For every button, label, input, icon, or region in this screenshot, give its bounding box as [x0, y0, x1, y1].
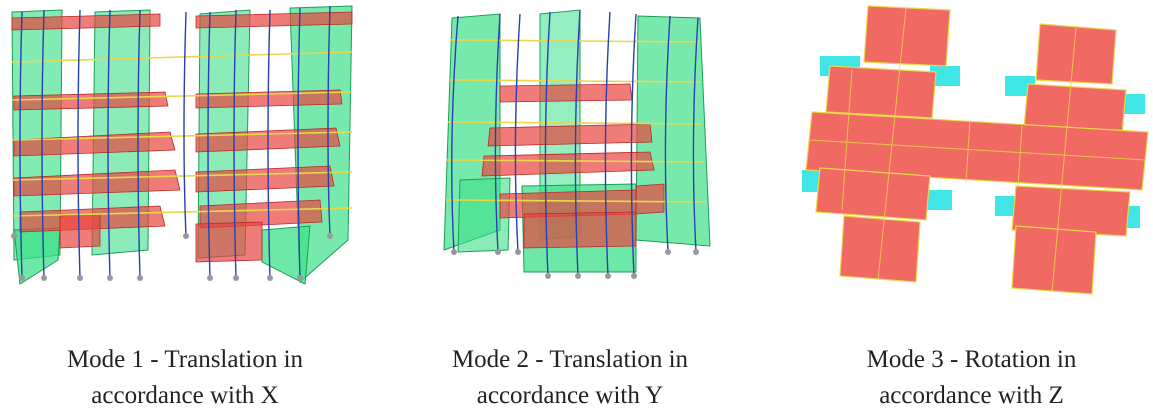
supports: [11, 233, 333, 281]
floor-slab: [805, 5, 1149, 295]
mode-3-caption-line2: accordance with Z: [879, 382, 1064, 409]
mode-1-building-figure: [11, 5, 353, 285]
beams: [809, 7, 1147, 293]
columns: [19, 5, 331, 279]
shear-wall: [11, 9, 63, 261]
columns: [451, 9, 699, 277]
mode-1-caption-line1: Mode 1 - Translation in: [66, 346, 304, 373]
mode-2-caption: Mode 2 - Translation in accordance with …: [400, 342, 740, 414]
mode-2-caption-line1: Mode 2 - Translation in: [451, 346, 689, 373]
mode-3-plan-figure: [802, 5, 1149, 295]
mode-2-building-figure: [443, 9, 711, 279]
mode-3-panel: Mode 3 - Rotation in accordance with Z: [790, 0, 1153, 414]
mode-3-caption-line1: Mode 3 - Rotation in: [866, 346, 1077, 373]
mode-1-caption: Mode 1 - Translation in accordance with …: [0, 342, 370, 414]
beams: [11, 51, 353, 217]
mode-2-panel: Mode 2 - Translation in accordance with …: [400, 0, 740, 414]
mode-2-caption-line2: accordance with Y: [476, 382, 664, 409]
mode-1-caption-line2: accordance with X: [91, 382, 279, 409]
mode-1-panel: Mode 1 - Translation in accordance with …: [0, 0, 370, 414]
floor-slabs: [481, 83, 665, 249]
mode-3-caption: Mode 3 - Rotation in accordance with Z: [790, 342, 1153, 414]
supports: [451, 249, 699, 279]
